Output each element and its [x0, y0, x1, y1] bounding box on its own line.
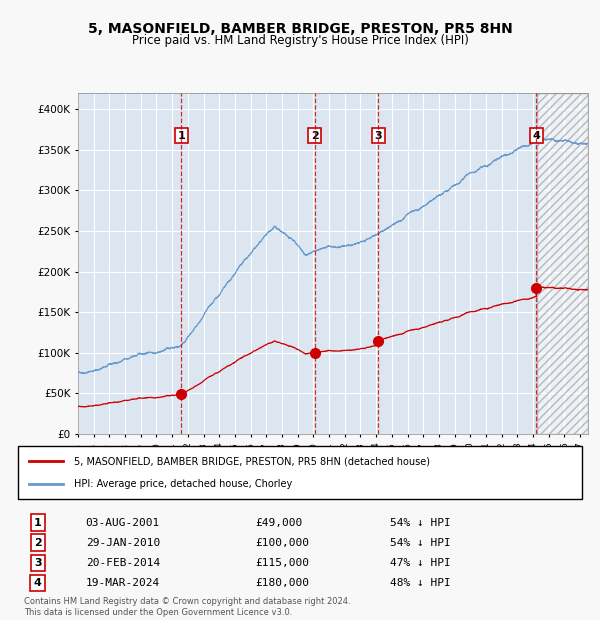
Text: 19-MAR-2024: 19-MAR-2024 [86, 578, 160, 588]
Text: Price paid vs. HM Land Registry's House Price Index (HPI): Price paid vs. HM Land Registry's House … [131, 34, 469, 47]
Text: £100,000: £100,000 [255, 538, 309, 548]
Text: 2: 2 [34, 538, 41, 548]
Text: 1: 1 [178, 131, 185, 141]
Text: 5, MASONFIELD, BAMBER BRIDGE, PRESTON, PR5 8HN: 5, MASONFIELD, BAMBER BRIDGE, PRESTON, P… [88, 22, 512, 36]
Text: HPI: Average price, detached house, Chorley: HPI: Average price, detached house, Chor… [74, 479, 293, 489]
Text: 4: 4 [532, 131, 541, 141]
Text: 2: 2 [311, 131, 319, 141]
Text: 54% ↓ HPI: 54% ↓ HPI [390, 518, 451, 528]
Text: 4: 4 [34, 578, 41, 588]
Text: 54% ↓ HPI: 54% ↓ HPI [390, 538, 451, 548]
Text: 48% ↓ HPI: 48% ↓ HPI [390, 578, 451, 588]
Text: Contains HM Land Registry data © Crown copyright and database right 2024.
This d: Contains HM Land Registry data © Crown c… [24, 598, 350, 617]
Text: 29-JAN-2010: 29-JAN-2010 [86, 538, 160, 548]
Text: £49,000: £49,000 [255, 518, 302, 528]
Text: 5, MASONFIELD, BAMBER BRIDGE, PRESTON, PR5 8HN (detached house): 5, MASONFIELD, BAMBER BRIDGE, PRESTON, P… [74, 456, 430, 466]
Text: 1: 1 [34, 518, 41, 528]
Text: £115,000: £115,000 [255, 558, 309, 568]
Bar [537, 93, 588, 434]
Text: 20-FEB-2014: 20-FEB-2014 [86, 558, 160, 568]
Text: 03-AUG-2001: 03-AUG-2001 [86, 518, 160, 528]
Text: 3: 3 [34, 558, 41, 568]
Bar [537, 93, 588, 434]
Text: £180,000: £180,000 [255, 578, 309, 588]
Text: 47% ↓ HPI: 47% ↓ HPI [390, 558, 451, 568]
Text: 3: 3 [374, 131, 382, 141]
FancyBboxPatch shape [18, 446, 582, 499]
